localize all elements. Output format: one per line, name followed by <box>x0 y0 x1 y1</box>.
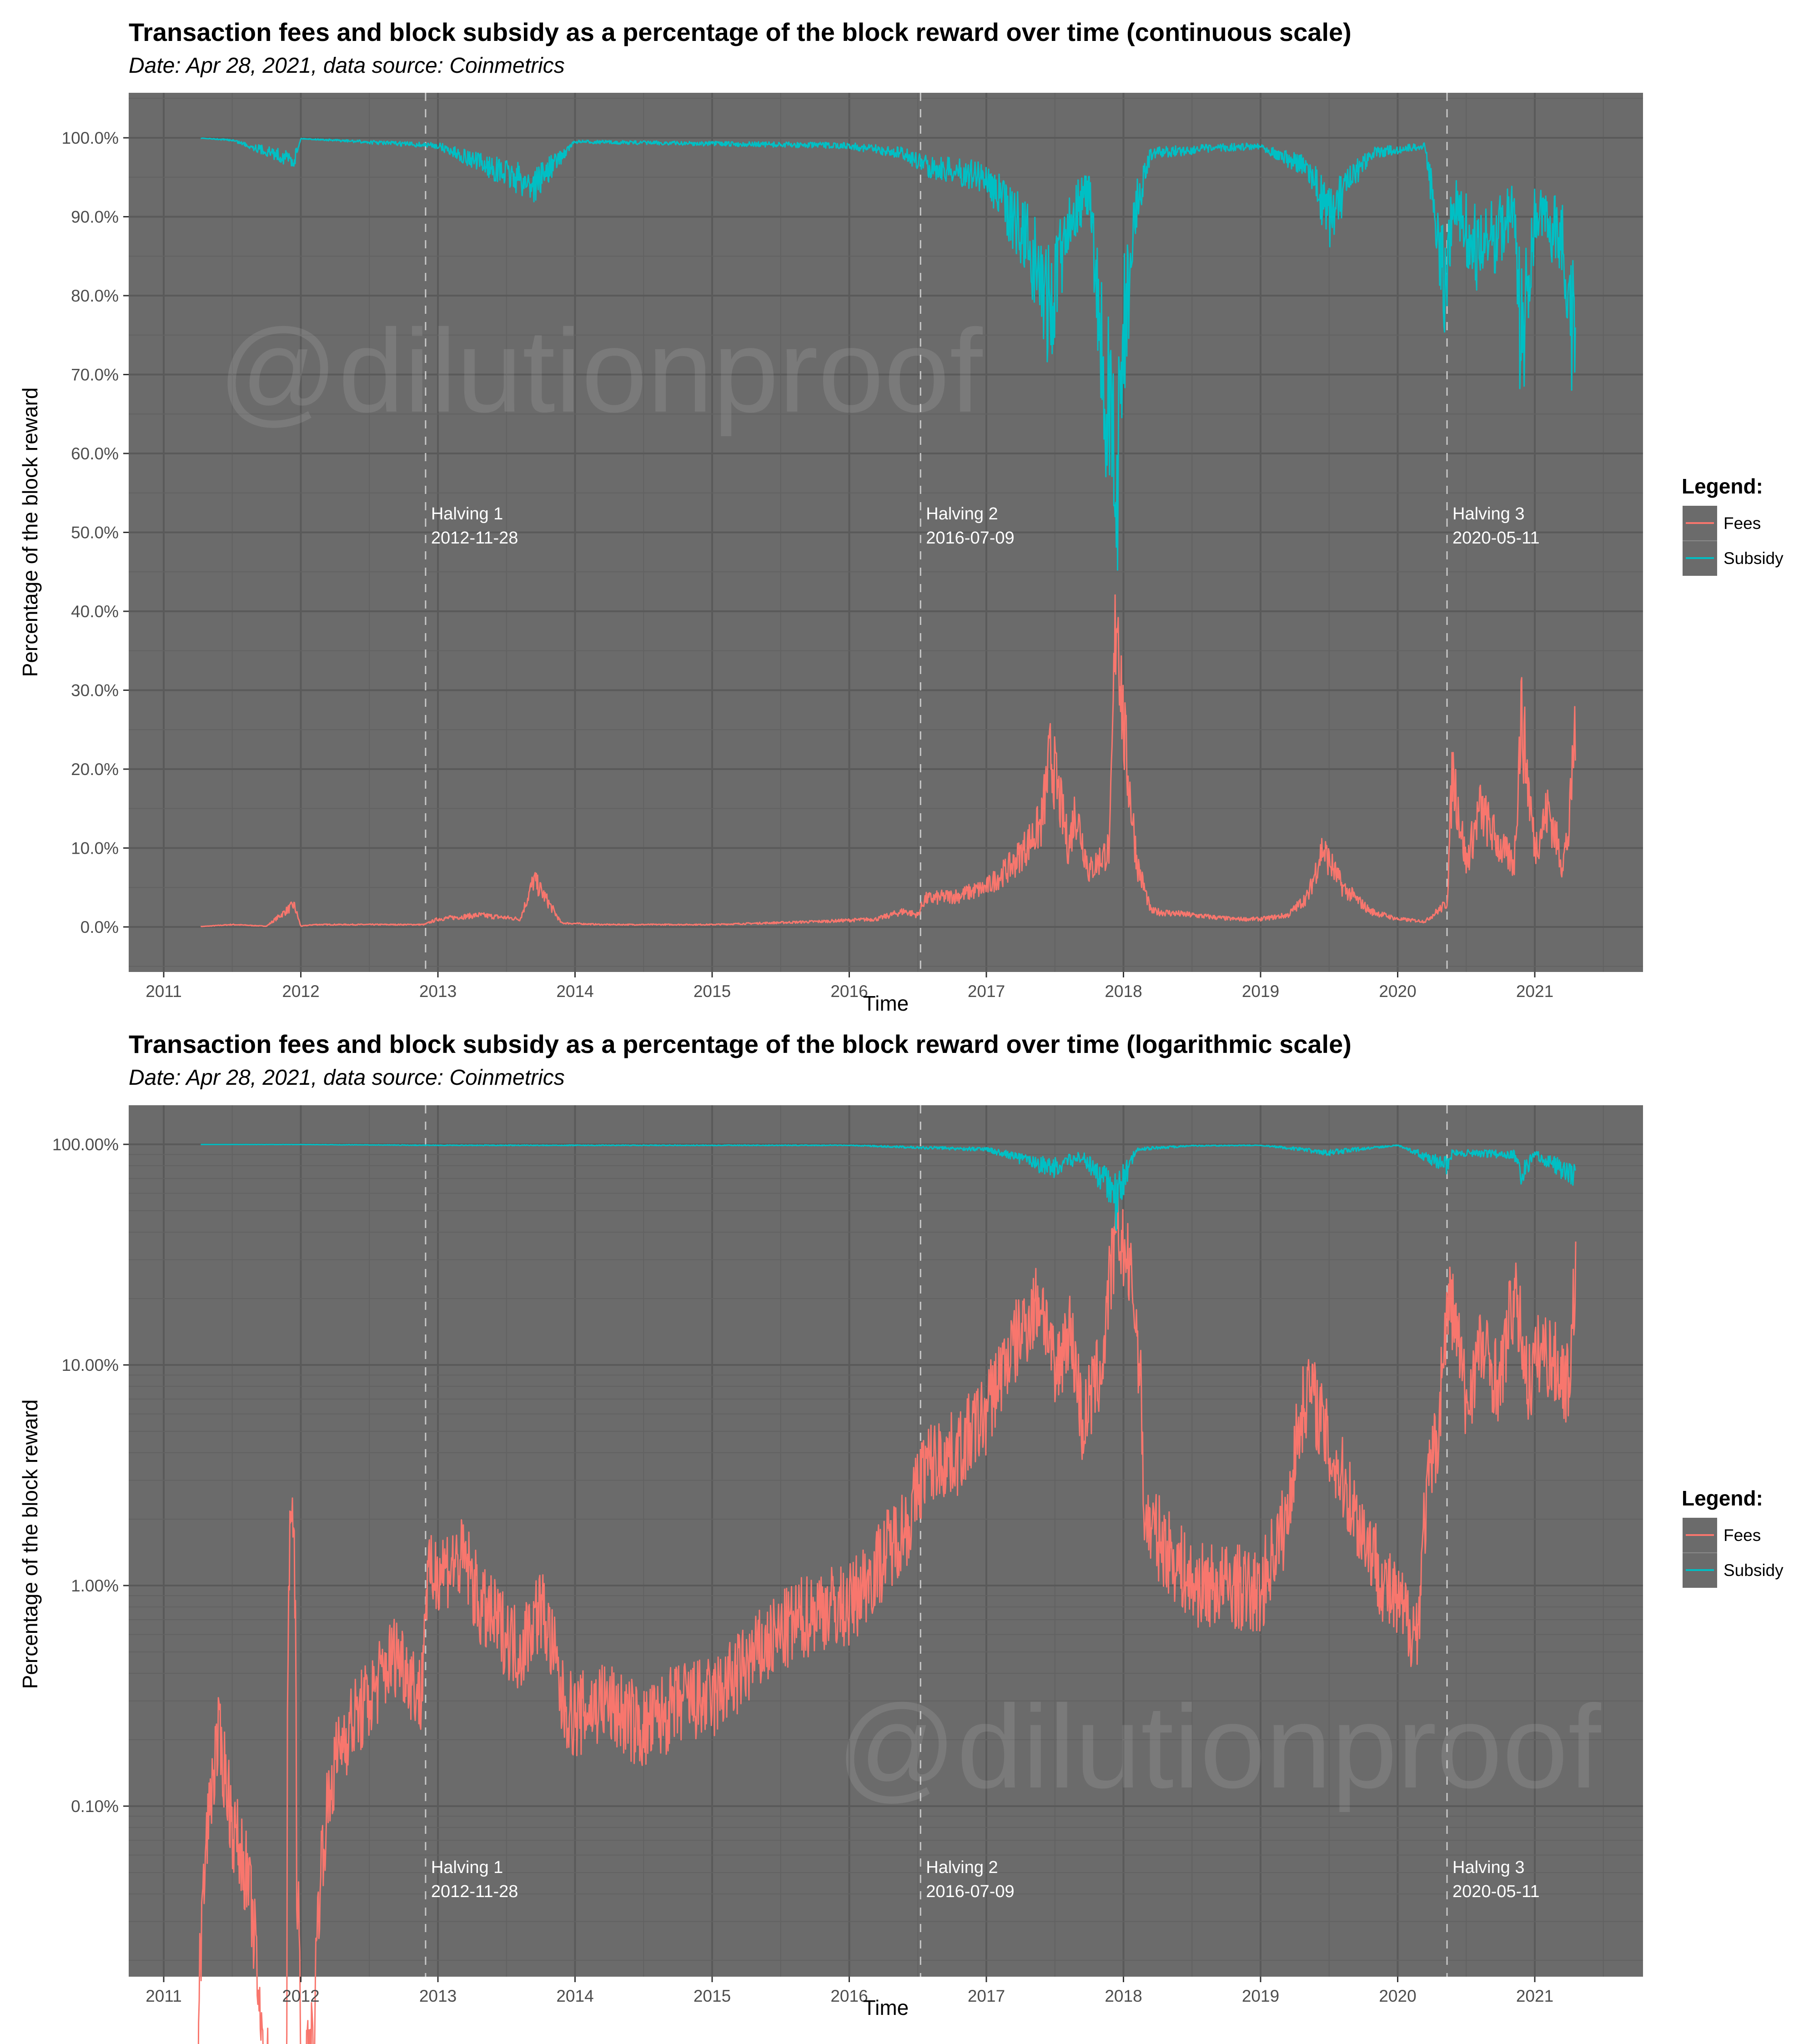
halving-markers: Halving 1 2012-11-28 Halving 2 2016-07-09 Ha… <box>425 1105 1540 1977</box>
halving-label: Halving 3 <box>1452 504 1524 524</box>
fees-line <box>197 1193 1577 2044</box>
y-tick-label: 80.0% <box>71 287 119 305</box>
halving-date: 2016-07-09 <box>926 529 1014 548</box>
x-tick-label: 2011 <box>146 982 182 1001</box>
x-tick-label: 2015 <box>693 1987 731 2005</box>
y-tick-label: 70.0% <box>71 366 119 384</box>
y-tick-label: 20.0% <box>71 760 119 779</box>
y-tick-label: 40.0% <box>71 602 119 621</box>
x-axis-ticks: 2011 2012 2013 2014 2015 2016 2017 2018 2019 2020… <box>146 972 1553 1001</box>
halving-label: Halving 3 <box>1452 1858 1524 1877</box>
x-tick-label: 2013 <box>419 1987 457 2005</box>
legend-title: Legend: <box>1682 474 1763 498</box>
chart-title: Transaction fees and block subsidy as a … <box>129 1030 1352 1058</box>
x-tick-label: 2018 <box>1105 1987 1142 2005</box>
x-axis-title: Time <box>863 992 909 1015</box>
halving-date: 2016-07-09 <box>926 1882 1014 1901</box>
x-tick-label: 2021 <box>1516 982 1553 1001</box>
halving-date: 2012-11-28 <box>431 1882 518 1901</box>
y-tick-label: 0.10% <box>71 1797 119 1816</box>
y-axis-title: Percentage of the block reward <box>18 388 42 677</box>
y-tick-label: 0.0% <box>80 918 119 936</box>
x-tick-label: 2017 <box>968 1987 1005 2005</box>
halving-date: 2012-11-28 <box>431 529 518 548</box>
legend: Legend: Fees Subsidy <box>1682 1486 1784 1588</box>
plot-panel <box>129 1105 1643 1977</box>
watermark: @dilutionproof <box>218 305 983 438</box>
x-tick-label: 2011 <box>146 1987 182 2005</box>
legend-title: Legend: <box>1682 1486 1763 1510</box>
legend-label-subsidy: Subsidy <box>1724 549 1784 568</box>
x-tick-label: 2012 <box>282 1987 319 2005</box>
x-tick-label: 2015 <box>693 982 731 1001</box>
legend-label-fees: Fees <box>1724 514 1761 533</box>
y-axis-title: Percentage of the block reward <box>18 1400 42 1689</box>
x-tick-label: 2014 <box>556 982 593 1001</box>
halving-label: Halving 2 <box>926 504 998 524</box>
chart-subtitle: Date: Apr 28, 2021, data source: Coinmet… <box>129 54 565 78</box>
legend-label-fees: Fees <box>1724 1526 1761 1545</box>
gridlines <box>129 93 1643 972</box>
halving-label: Halving 2 <box>926 1858 998 1877</box>
halving-date: 2020-05-11 <box>1452 529 1540 548</box>
halving-label: Halving 1 <box>431 504 503 524</box>
watermark: @dilutionproof <box>837 1681 1601 1813</box>
y-axis-ticks: 0.10% 1.00% 10.00% 100.00% <box>52 1135 129 1816</box>
x-tick-label: 2019 <box>1242 982 1279 1001</box>
legend: Legend: Fees Subsidy <box>1682 474 1784 576</box>
x-tick-label: 2021 <box>1516 1987 1553 2005</box>
x-tick-label: 2020 <box>1379 982 1416 1001</box>
chart-subtitle: Date: Apr 28, 2021, data source: Coinmet… <box>129 1066 565 1090</box>
x-tick-label: 2020 <box>1379 1987 1416 2005</box>
y-tick-label: 10.0% <box>71 839 119 858</box>
y-tick-label: 30.0% <box>71 681 119 700</box>
x-tick-label: 2019 <box>1242 1987 1279 2005</box>
y-tick-label: 100.0% <box>62 129 119 147</box>
y-tick-label: 1.00% <box>71 1576 119 1595</box>
data-series <box>197 1143 1577 2044</box>
chart-title: Transaction fees and block subsidy as a … <box>129 18 1352 46</box>
subsidy-line <box>201 1143 1576 1231</box>
gridlines <box>129 1105 1643 1977</box>
x-tick-label: 2018 <box>1105 982 1142 1001</box>
x-tick-label: 2012 <box>282 982 319 1001</box>
logarithmic-scale-chart: Transaction fees and block subsidy as a … <box>18 1030 1784 2044</box>
halving-label: Halving 1 <box>431 1858 503 1877</box>
halving-markers: Halving 1 2012-11-28 Halving 2 2016-07-09 Ha… <box>425 93 1540 972</box>
fees-line <box>200 594 1576 927</box>
y-tick-label: 50.0% <box>71 524 119 542</box>
x-tick-label: 2017 <box>968 982 1005 1001</box>
y-tick-label: 60.0% <box>71 444 119 463</box>
x-tick-label: 2016 <box>830 1987 868 2005</box>
y-axis-ticks: 0.0% 10.0% 20.0% 30.0% 40.0% 50.0% 60.0% 70.0% 8… <box>62 129 129 936</box>
data-series <box>200 137 1576 927</box>
x-tick-label: 2014 <box>556 1987 593 2005</box>
legend-label-subsidy: Subsidy <box>1724 1561 1784 1580</box>
subsidy-line <box>201 137 1576 571</box>
continuous-scale-chart: Transaction fees and block subsidy as a … <box>18 18 1784 1015</box>
halving-date: 2020-05-11 <box>1452 1882 1540 1901</box>
x-axis-title: Time <box>863 1996 909 2019</box>
y-tick-label: 90.0% <box>71 208 119 227</box>
x-axis-ticks: 2011 2012 2013 2014 2015 2016 2017 2018 2019 2020… <box>146 1977 1553 2005</box>
x-tick-label: 2013 <box>419 982 457 1001</box>
x-tick-label: 2016 <box>830 982 868 1001</box>
y-tick-label: 10.00% <box>62 1356 119 1374</box>
y-tick-label: 100.00% <box>52 1135 119 1154</box>
